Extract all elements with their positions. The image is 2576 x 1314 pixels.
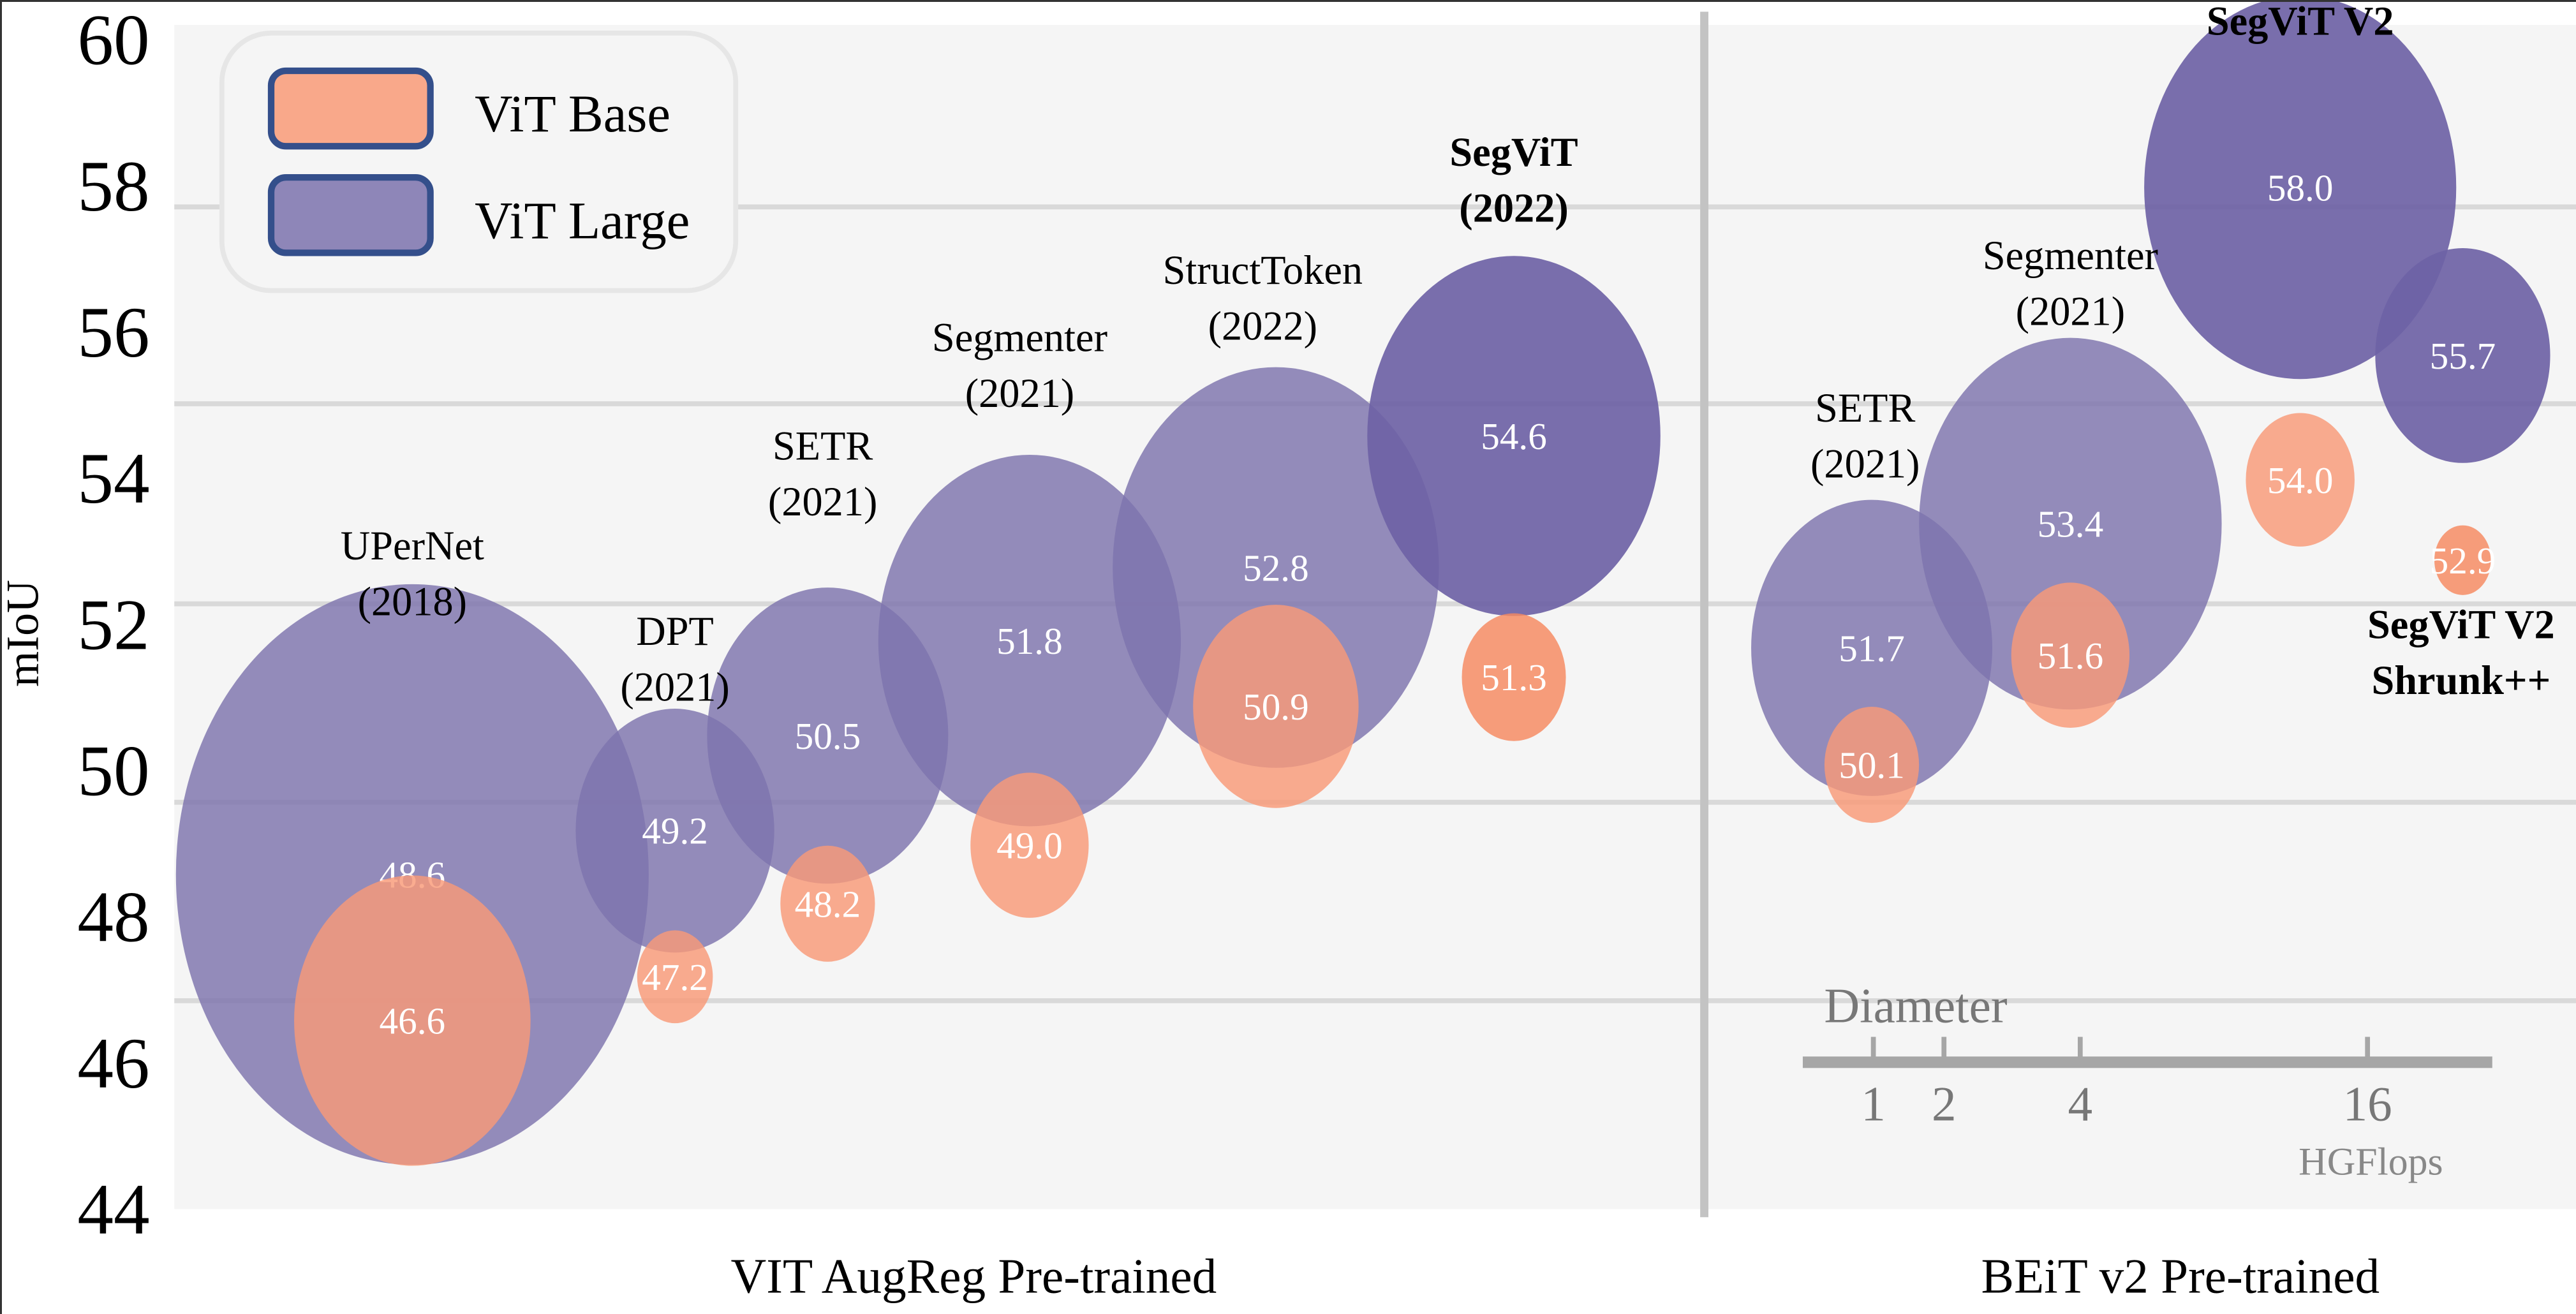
y-tick-label: 44 xyxy=(77,1170,149,1250)
bubble-value-label: 53.4 xyxy=(2038,503,2104,545)
method-name-label: SegViT V2 xyxy=(2367,602,2555,647)
method-year-label: (2022) xyxy=(1459,186,1568,231)
method-year-label: (2021) xyxy=(1810,441,1920,487)
y-tick-label: 46 xyxy=(77,1024,149,1104)
size-legend-unit: HGFlops xyxy=(2298,1140,2443,1183)
bubble-value-label: 54.6 xyxy=(1481,415,1547,457)
method-name-label: StructToken xyxy=(1163,247,1363,293)
y-tick-label: 60 xyxy=(77,2,149,80)
bubble-value-label: 49.0 xyxy=(996,825,1063,867)
bubble-value-label: 51.8 xyxy=(996,620,1063,662)
method-name-label: UPerNet xyxy=(341,523,484,568)
legend-swatch-base xyxy=(267,67,434,150)
bubble-value-label: 51.7 xyxy=(1839,627,1905,669)
method-name-label: SegViT xyxy=(1449,129,1578,175)
method-name-label: DPT xyxy=(636,609,714,654)
bubble-value-label: 54.0 xyxy=(2267,459,2334,501)
legend-label-base: ViT Base xyxy=(475,85,670,143)
group-label-beit: BEiT v2 Pre-trained xyxy=(1981,1249,2380,1304)
method-year-label: (2021) xyxy=(768,479,877,524)
bubble-vit-large xyxy=(175,584,649,1165)
legend-swatch-large xyxy=(267,173,434,256)
y-tick-label: 48 xyxy=(77,878,149,957)
bubbles: 48.649.250.551.852.854.651.753.458.055.7… xyxy=(175,2,2550,1166)
method-year-label: Shrunk++ xyxy=(2372,658,2551,703)
bubble-vit-large xyxy=(2144,2,2457,380)
bubble-value-label: 49.2 xyxy=(642,810,708,852)
bubble-vit-base xyxy=(970,772,1089,918)
y-axis: 60 58 56 54 52 50 48 46 44 xyxy=(77,2,149,1250)
y-tick-label: 58 xyxy=(77,147,149,226)
method-year-label: (2018) xyxy=(358,579,467,624)
bubble-vit-large xyxy=(878,455,1181,827)
bubble-value-label: 51.6 xyxy=(2038,635,2104,677)
size-tick-label: 16 xyxy=(2343,1077,2392,1132)
size-tick-label: 2 xyxy=(1932,1077,1957,1132)
bubble-value-label: 58.0 xyxy=(2267,166,2334,209)
bubble-value-label: 51.3 xyxy=(1481,656,1547,698)
bubble-vit-large xyxy=(1367,256,1661,616)
legend-label-large: ViT Large xyxy=(475,191,690,249)
bubble-vit-base xyxy=(637,930,713,1024)
method-year-label: (2021) xyxy=(965,371,1074,416)
y-tick-label: 50 xyxy=(77,732,149,811)
bubble-vit-large xyxy=(1113,367,1439,768)
bubble-value-label: 50.1 xyxy=(1839,744,1905,786)
bubble-value-label: 47.2 xyxy=(642,956,708,998)
size-legend-bar xyxy=(1802,1056,2492,1068)
bubble-vit-base xyxy=(1824,707,1920,823)
bubble-value-label: 52.8 xyxy=(1243,547,1309,589)
size-legend-ticks: 1 2 4 16 xyxy=(1861,1037,2392,1132)
bubble-vit-base xyxy=(1462,613,1566,741)
bubble-value-label: 46.6 xyxy=(380,1000,446,1042)
method-name-label: Segmenter xyxy=(1983,233,2158,278)
y-tick-label: 52 xyxy=(77,585,149,665)
bubble-value-label: 52.9 xyxy=(2430,540,2496,582)
method-name-label: Segmenter xyxy=(932,315,1107,360)
y-tick-label: 56 xyxy=(77,293,149,373)
bubble-value-label: 50.9 xyxy=(1243,686,1309,728)
group-label-vit: VIT AugReg Pre-trained xyxy=(731,1249,1217,1304)
bubble-value-label: 55.7 xyxy=(2430,335,2496,377)
bubble-vit-large xyxy=(1919,337,2222,710)
bubble-vit-large xyxy=(2375,248,2550,463)
method-labels: UPerNet (2018) DPT (2021) SETR (2021) Segmente… xyxy=(341,2,2555,709)
bubble-vit-base xyxy=(2011,582,2130,728)
bubble-vit-base xyxy=(294,875,531,1166)
method-year-label: (2021) xyxy=(2016,289,2125,334)
legend: ViT Base ViT Large xyxy=(219,30,739,293)
bubble-value-label: 50.5 xyxy=(795,715,861,757)
size-tick-label: 4 xyxy=(2068,1077,2093,1132)
bubble-vit-base xyxy=(2246,413,2355,547)
size-legend: Diameter 1 2 4 16 HGFlops xyxy=(1802,978,2492,1183)
y-tick-label: 54 xyxy=(77,439,149,519)
bubble-value-label: 48.2 xyxy=(795,883,861,925)
size-tick-label: 1 xyxy=(1861,1077,1886,1132)
bubble-vit-base xyxy=(1193,605,1359,808)
method-year-label: (2021) xyxy=(620,664,729,709)
y-axis-label: mIoU xyxy=(2,580,48,687)
method-name-label: SETR xyxy=(1815,385,1915,431)
bubble-vit-base xyxy=(780,845,875,962)
method-name-label: SETR xyxy=(773,423,873,468)
size-legend-title: Diameter xyxy=(1824,978,2007,1033)
method-name-label: SegViT V2 xyxy=(2207,2,2394,43)
bubble-vit-base xyxy=(2434,525,2491,595)
method-year-label: (2022) xyxy=(1208,304,1317,349)
